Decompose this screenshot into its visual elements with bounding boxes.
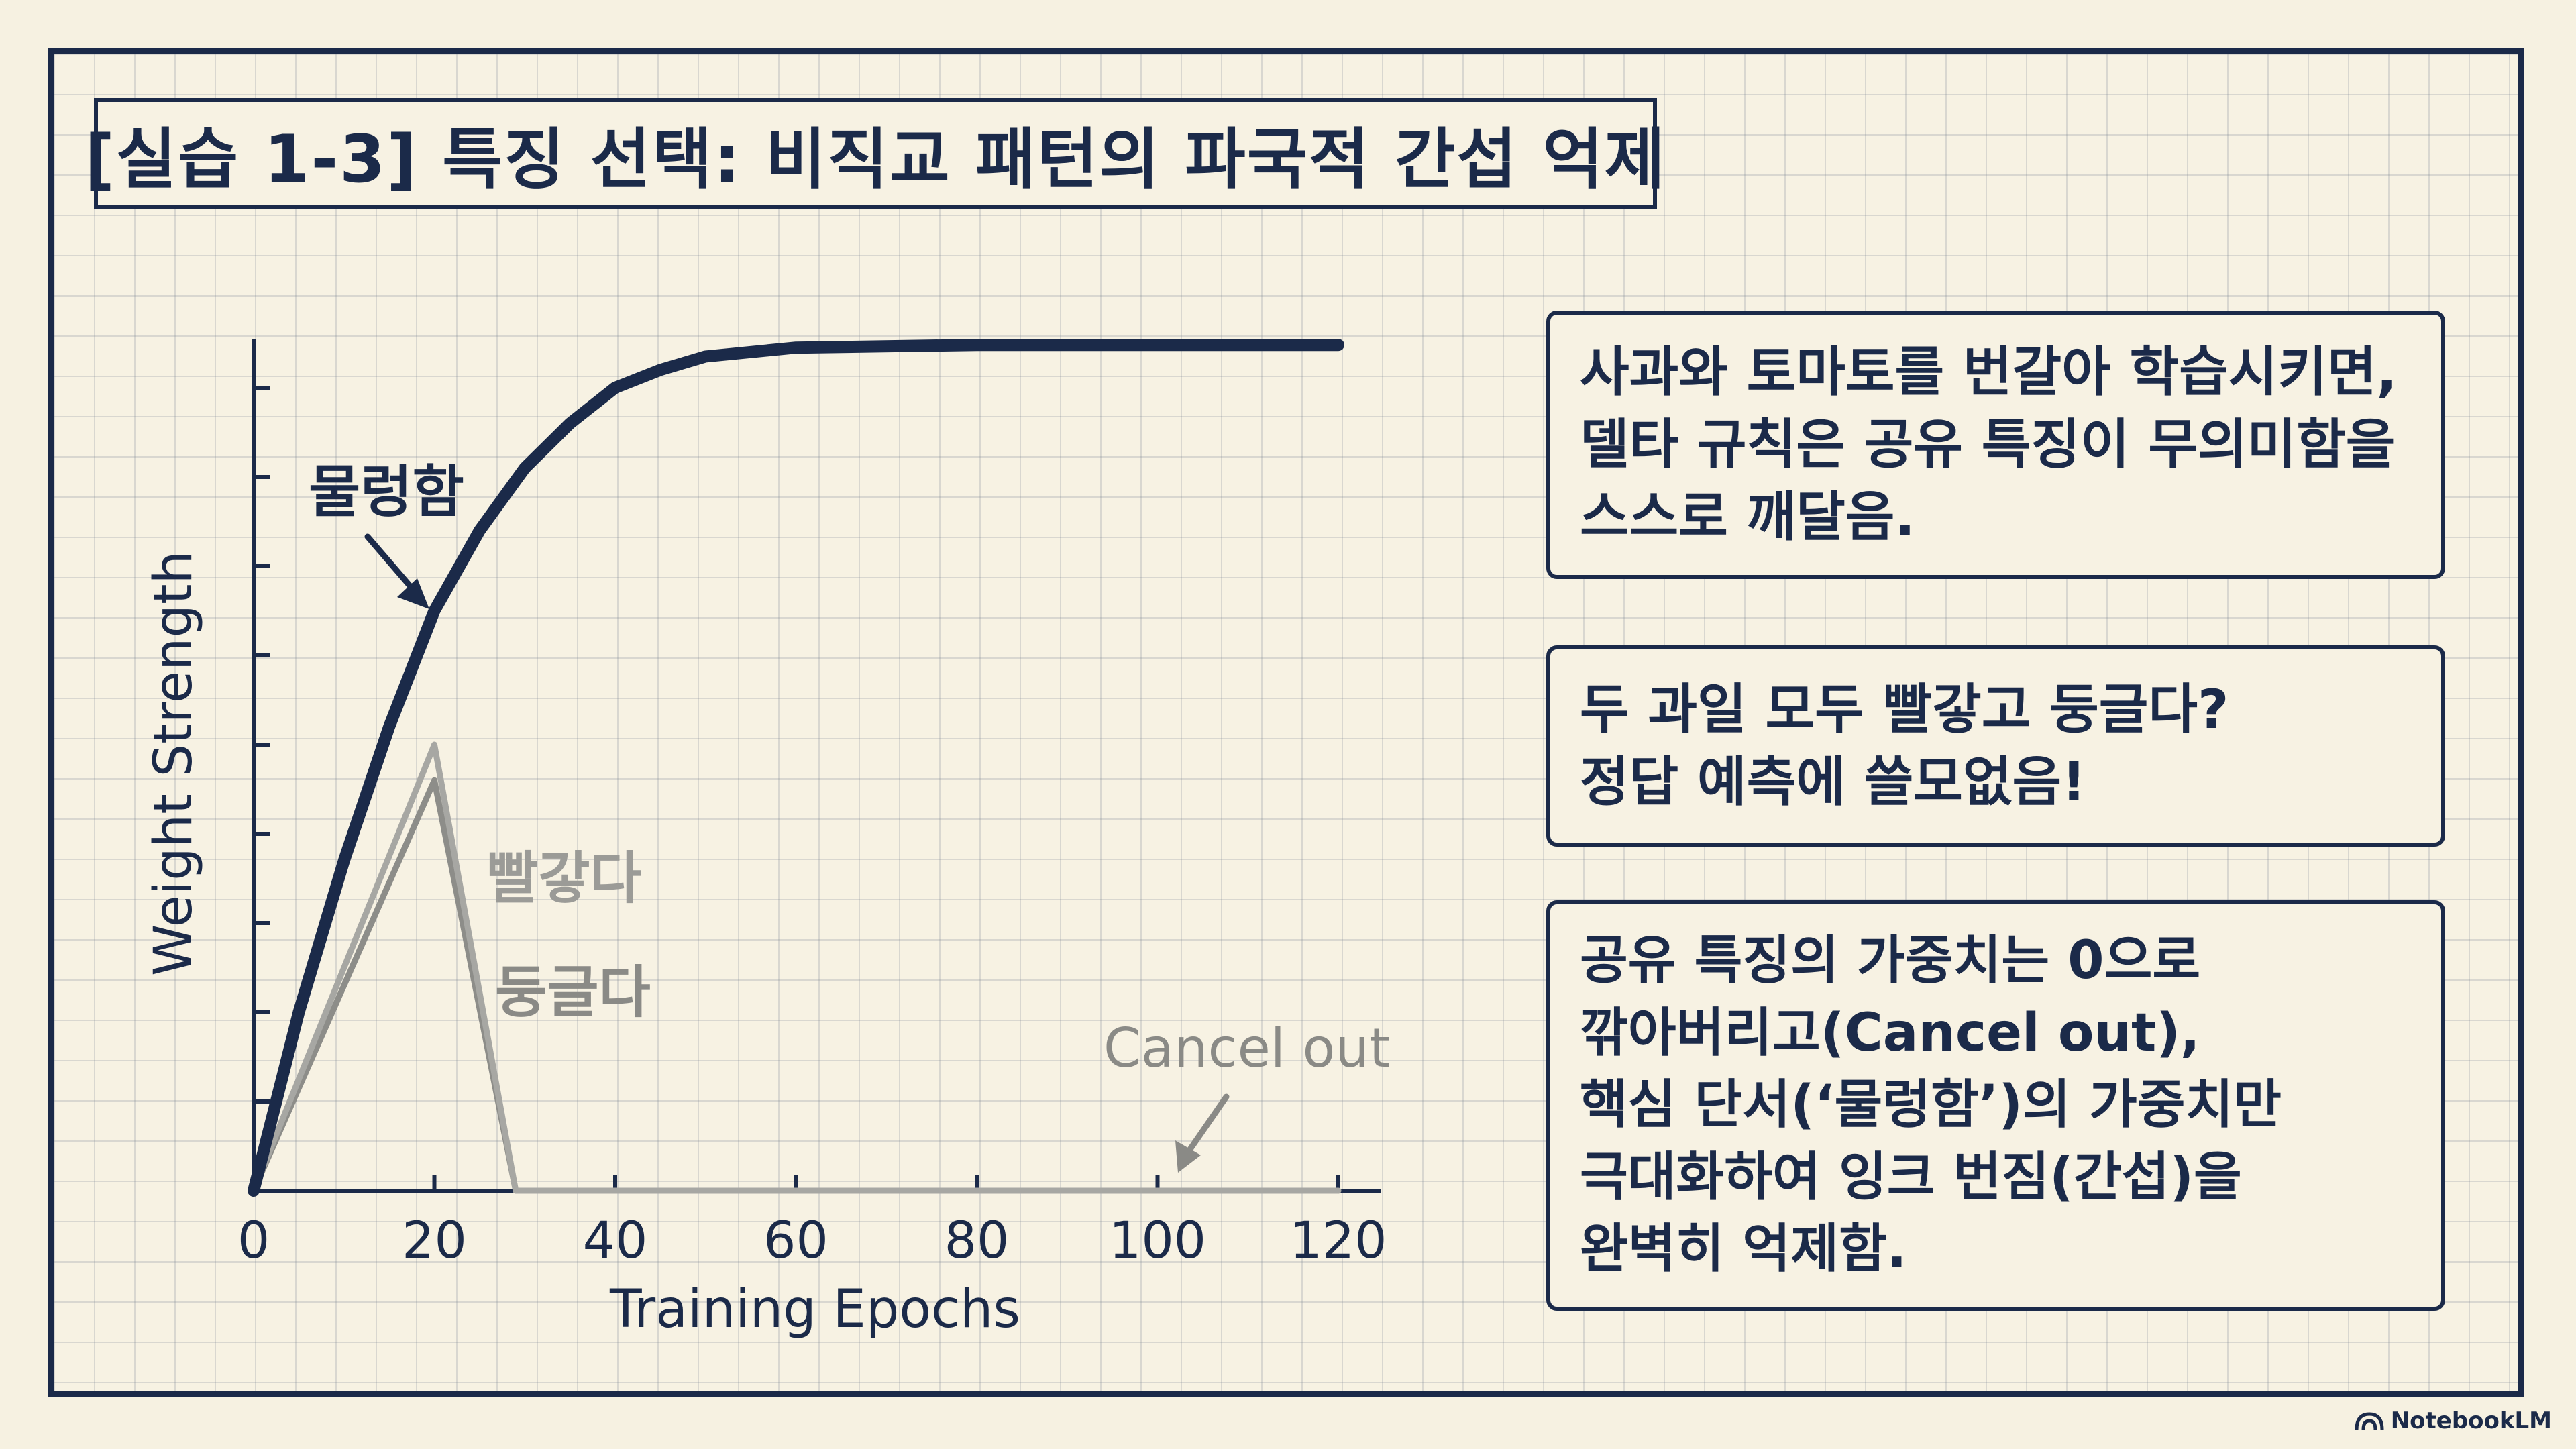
note-2-text: 두 과일 모두 빨갛고 둥글다? 정답 예측에 쓸모없음! <box>1580 678 2229 813</box>
arrow-cancel-head <box>1175 1140 1201 1173</box>
arrow-cancel-shaft <box>1183 1093 1230 1159</box>
x-tick-label-80: 80 <box>945 1210 1010 1270</box>
label-red: 빨갛다 <box>486 845 642 911</box>
label-firmness: 물렁함 <box>309 459 464 525</box>
title-box: [실습 1-3] 특징 선택: 비직교 패턴의 파국적 간섭 억제 <box>85 98 1665 209</box>
note-shared-features: 두 과일 모두 빨갛고 둥글다? 정답 예측에 쓸모없음! <box>1546 645 2445 847</box>
series-round-line <box>250 777 1342 1194</box>
x-tick-label-20: 20 <box>402 1210 467 1270</box>
y-axis-title: Weight Strength <box>144 551 204 976</box>
notebooklm-logo-icon <box>2355 1412 2384 1430</box>
note-cancel-out: 공유 특징의 가중치는 0으로 깎아버리고(Cancel out), 핵심 단서… <box>1546 900 2445 1311</box>
x-tick-label-0: 0 <box>237 1210 270 1270</box>
note-1-text: 사과와 토마토를 번갈아 학습시키면, 델타 규칙은 공유 특징이 무의미함을 … <box>1580 341 2397 548</box>
label-round: 둥글다 <box>495 959 651 1025</box>
series-firmness-line <box>248 339 1344 1197</box>
note-alternating-training: 사과와 토마토를 번갈아 학습시키면, 델타 규칙은 공유 특징이 무의미함을 … <box>1546 311 2445 579</box>
x-axis-title: Training Epochs <box>609 1279 1020 1340</box>
x-tick-label-40: 40 <box>583 1210 648 1270</box>
x-tick-label-60: 60 <box>763 1210 828 1270</box>
arrow-firmness-head <box>397 578 429 609</box>
note-3-text: 공유 특징의 가중치는 0으로 깎아버리고(Cancel out), 핵심 단서… <box>1580 930 2282 1280</box>
x-tick-label-120: 120 <box>1289 1210 1387 1270</box>
brand-label: NotebookLM <box>2390 1407 2552 1434</box>
label-cancel-out: Cancel out <box>1104 1017 1390 1079</box>
notebooklm-brand: NotebookLM <box>2355 1407 2552 1434</box>
x-tick-label-100: 100 <box>1109 1210 1206 1270</box>
page-title: [실습 1-3] 특징 선택: 비직교 패턴의 파국적 간섭 억제 <box>85 121 1666 198</box>
series-red-line <box>250 741 1342 1194</box>
